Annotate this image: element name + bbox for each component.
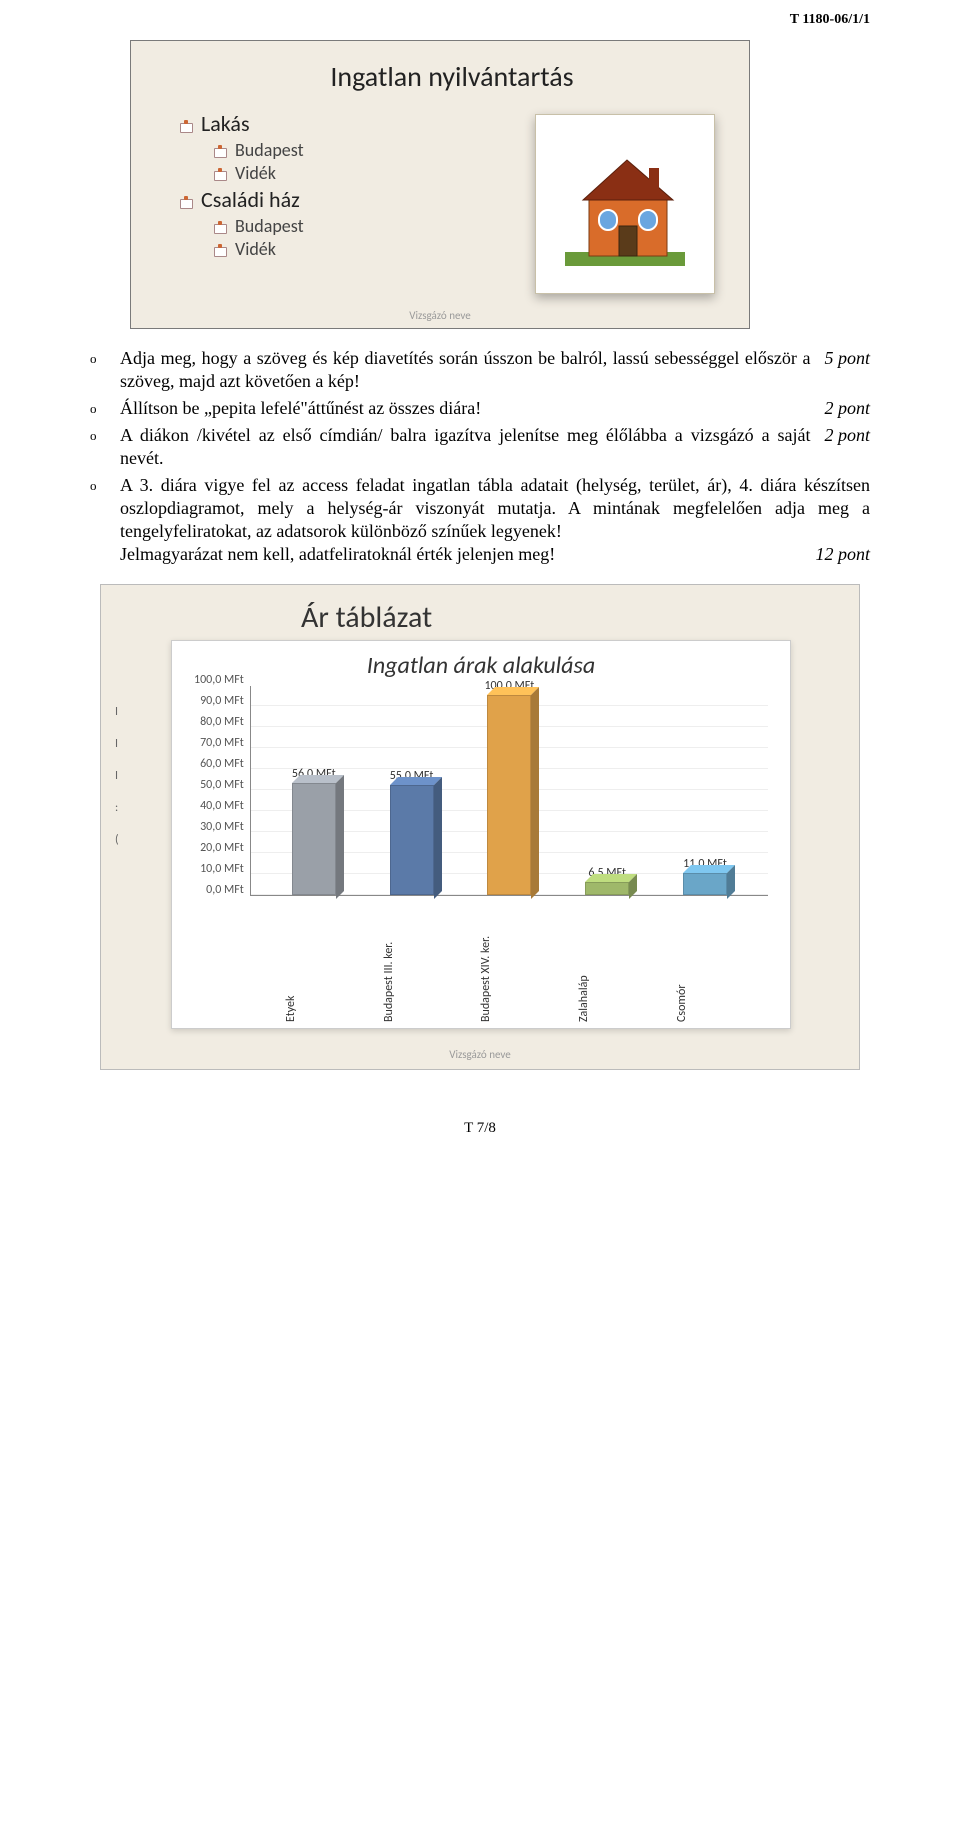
tree-item-lvl2: Vidék (213, 238, 535, 260)
bar (487, 695, 531, 895)
header-code: T 1180-06/1/1 (90, 0, 870, 36)
points-label: 5 pont (810, 347, 870, 393)
xtick-label: Budapest III. ker. (382, 902, 442, 1022)
instruction-text: A 3. diára vigye fel az access feladat i… (120, 474, 870, 566)
points-label: 12 pont (801, 543, 870, 566)
bullet-mark: o (90, 474, 120, 566)
xtick-label: Budapest XIV. ker. (479, 902, 539, 1022)
instruction-item: oA 3. diára vigye fel az access feladat … (90, 474, 870, 566)
bullet-mark: o (90, 424, 120, 470)
points-label: 2 pont (810, 397, 870, 420)
tree-item-lvl2: Budapest (213, 215, 535, 237)
bar-column: 6,5 MFt (577, 866, 637, 895)
stub-char: ( (115, 833, 119, 847)
xtick-label: Csomór (675, 902, 735, 1022)
bar (292, 783, 336, 895)
house-bullet-icon (213, 166, 229, 180)
slide1-title: Ingatlan nyilvántartás (179, 59, 725, 94)
slide-ingatlan-nyilvantartas: Ingatlan nyilvántartás LakásBudapestVidé… (130, 40, 750, 329)
slide1-footer: Vizsgázó neve (131, 309, 749, 322)
tree-item-lvl2: Vidék (213, 162, 535, 184)
bar-column: 11,0 MFt (675, 857, 735, 895)
tree-item-lvl2: Budapest (213, 139, 535, 161)
instruction-list: oAdja meg, hogy a szöveg és kép diavetít… (90, 347, 870, 566)
stub-char: I (115, 737, 119, 751)
house-bullet-icon (213, 219, 229, 233)
page-number: T 7/8 (90, 1120, 870, 1137)
obscured-text-stubs: I I I: ( (115, 705, 119, 847)
instruction-item: oAdja meg, hogy a szöveg és kép diavetít… (90, 347, 870, 393)
instruction-text: A diákon /kivétel az első címdián/ balra… (120, 424, 870, 470)
bar (683, 873, 727, 895)
slide2-footer: Vizsgázó neve (101, 1048, 859, 1061)
bar (390, 785, 434, 895)
xtick-label: Zalahaláp (577, 902, 637, 1022)
tree-item-lvl1: Családi ház (179, 186, 535, 213)
bar (585, 882, 629, 895)
chart-title: Ingatlan árak alakulása (194, 651, 768, 680)
chart-panel: Ingatlan árak alakulása 0,0 MFt10,0 MFt2… (171, 640, 791, 1029)
instruction-item: oÁllítson be „pepita lefelé"áttűnést az … (90, 397, 870, 420)
stub-char: I (115, 705, 119, 719)
bar-column: 55,0 MFt (382, 769, 442, 895)
house-bullet-icon (179, 194, 195, 208)
chart-xaxis: Etyek Budapest III. ker. Budapest XIV. ker… (251, 896, 768, 1022)
stub-char: : (115, 801, 119, 815)
chart-plot: 56,0 MFt55,0 MFt100,0 MFt6,5 MFt11,0 MFt (251, 686, 768, 896)
points-label: 2 pont (810, 424, 870, 470)
bullet-mark: o (90, 347, 120, 393)
xtick-label: Etyek (284, 902, 344, 1022)
house-bullet-icon (213, 242, 229, 256)
bar-column: 56,0 MFt (284, 767, 344, 895)
instruction-text: Adja meg, hogy a szöveg és kép diavetíté… (120, 347, 870, 393)
house-image (535, 114, 715, 294)
tree-item-lvl1: Lakás (179, 110, 535, 137)
bullet-mark: o (90, 397, 120, 420)
bar-column: 100,0 MFt (479, 679, 539, 895)
slide-ar-tablazat: Ár táblázat I I I: ( Ingatlan árak alakulás… (100, 584, 860, 1070)
house-icon (555, 134, 695, 274)
instruction-text: Állítson be „pepita lefelé"áttűnést az ö… (120, 397, 870, 420)
house-bullet-icon (179, 118, 195, 132)
house-bullet-icon (213, 143, 229, 157)
chart-yaxis: 0,0 MFt10,0 MFt20,0 MFt30,0 MFt40,0 MFt5… (194, 686, 251, 896)
slide2-title: Ár táblázat (301, 599, 849, 636)
tree-list: LakásBudapestVidékCsaládi házBudapestVid… (179, 108, 535, 294)
instruction-item: oA diákon /kivétel az első címdián/ balr… (90, 424, 870, 470)
stub-char: I (115, 769, 119, 783)
